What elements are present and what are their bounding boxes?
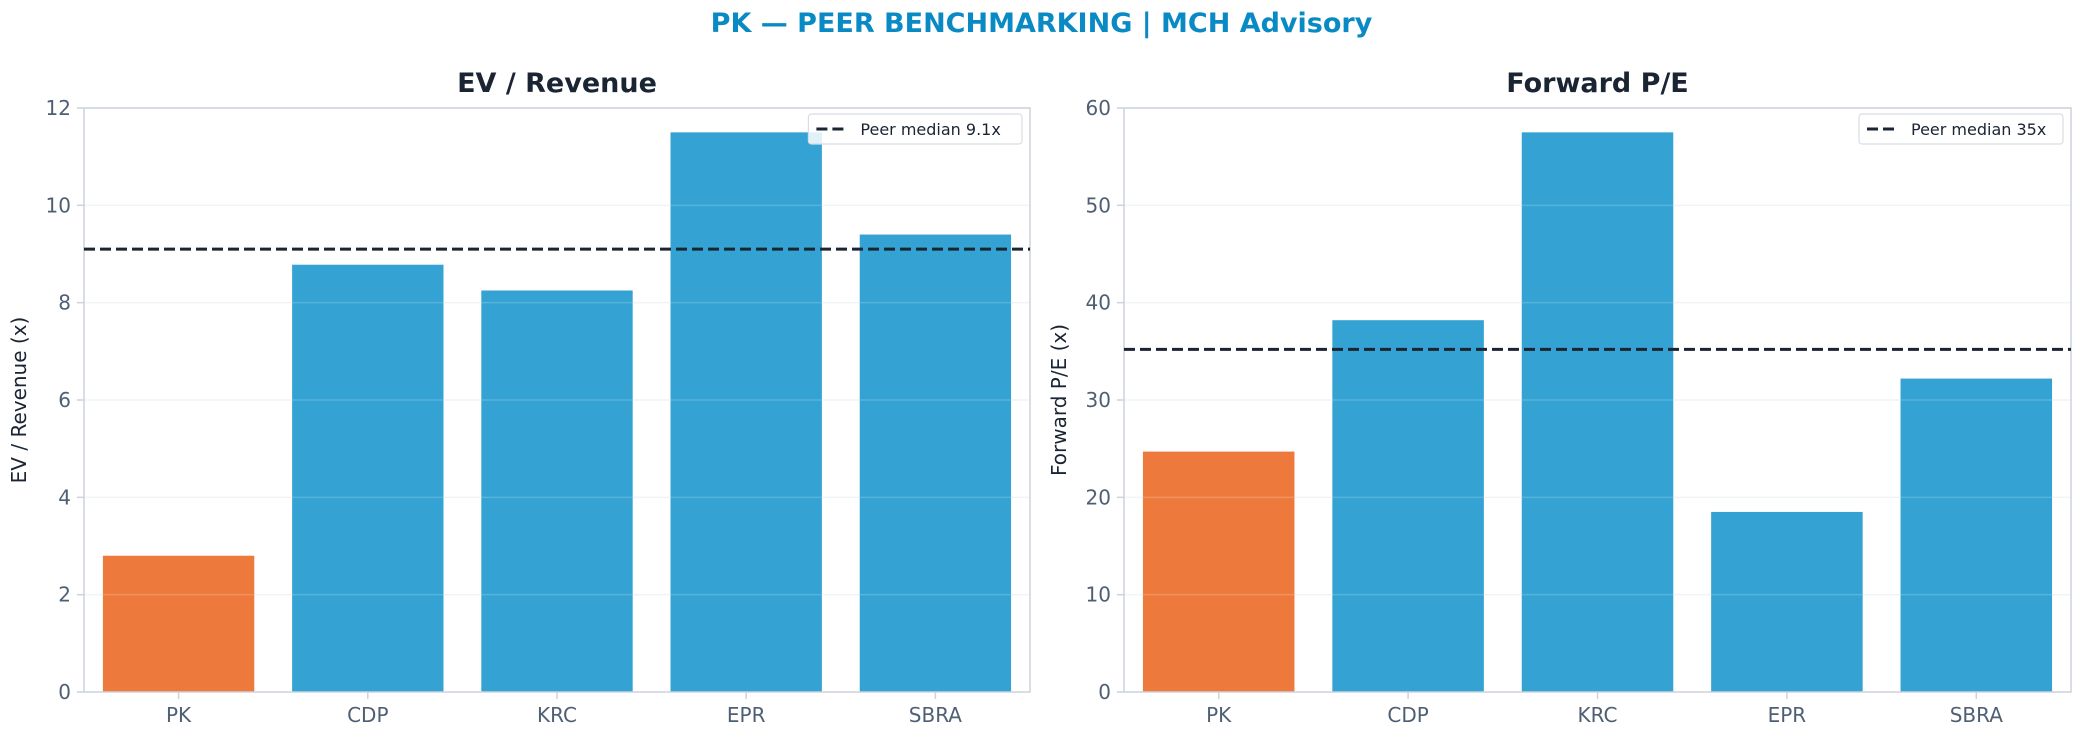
- bar-cdp: [1332, 320, 1484, 692]
- y-tick-label: 2: [58, 583, 71, 607]
- y-tick-label: 6: [58, 388, 71, 412]
- chart-title: Forward P/E: [1506, 68, 1689, 99]
- bar-sbra: [859, 234, 1012, 693]
- bar-krc: [1521, 132, 1674, 693]
- bar-pk: [102, 555, 255, 692]
- y-tick-label: 8: [58, 291, 71, 315]
- y-axis-label: Forward P/E (x): [1047, 324, 1071, 476]
- bar-cdp: [292, 264, 444, 692]
- y-axis-label: EV / Revenue (x): [7, 317, 31, 484]
- x-tick-label-sbra: SBRA: [909, 703, 963, 727]
- y-tick-label: 60: [1086, 96, 1111, 120]
- y-tick-label: 10: [1086, 583, 1111, 607]
- x-tick-label-epr: EPR: [727, 703, 766, 727]
- y-tick-label: 20: [1086, 485, 1111, 509]
- bar-pk: [1142, 451, 1295, 692]
- y-tick-label: 30: [1086, 388, 1111, 412]
- y-tick-label: 40: [1086, 291, 1111, 315]
- y-tick-label: 0: [1098, 680, 1111, 704]
- figure-suptitle: PK — PEER BENCHMARKING | MCH Advisory: [710, 8, 1373, 39]
- bar-sbra: [1900, 378, 2053, 692]
- bar-epr: [670, 132, 822, 693]
- x-tick-label-krc: KRC: [1578, 703, 1618, 727]
- legend: Peer median 35x: [1858, 113, 2064, 145]
- x-tick-label-pk: PK: [1206, 703, 1232, 727]
- x-tick-label-epr: EPR: [1768, 703, 1807, 727]
- legend-box: [1858, 113, 2064, 145]
- ev-revenue-chart: 0 2 4 6 8 10 12 PK CDP KRC EPR SBRA EV / Revenue EV /…: [7, 68, 1031, 727]
- y-tick-label: 10: [46, 193, 71, 217]
- x-tick-label-krc: KRC: [537, 703, 577, 727]
- y-tick-label: 4: [58, 485, 71, 509]
- x-tick-label-sbra: SBRA: [1950, 703, 2004, 727]
- bar-epr: [1711, 511, 1863, 692]
- x-tick-label-cdp: CDP: [347, 703, 388, 727]
- bar-krc: [481, 290, 633, 692]
- forward-pe-chart: 0 10 20 30 40 50 60 PK CDP KRC EPR SBRA Forward P/E F…: [1047, 68, 2072, 727]
- x-tick-label-cdp: CDP: [1387, 703, 1428, 727]
- y-tick-label: 50: [1086, 193, 1111, 217]
- legend-label: Peer median 9.1x: [860, 120, 1000, 139]
- legend: Peer median 9.1x: [807, 113, 1023, 145]
- y-tick-label: 0: [58, 680, 71, 704]
- legend-box: [807, 113, 1023, 145]
- x-tick-label-pk: PK: [166, 703, 192, 727]
- chart-title: EV / Revenue: [457, 68, 657, 99]
- y-tick-label: 12: [46, 96, 71, 120]
- legend-label: Peer median 35x: [1911, 120, 2046, 139]
